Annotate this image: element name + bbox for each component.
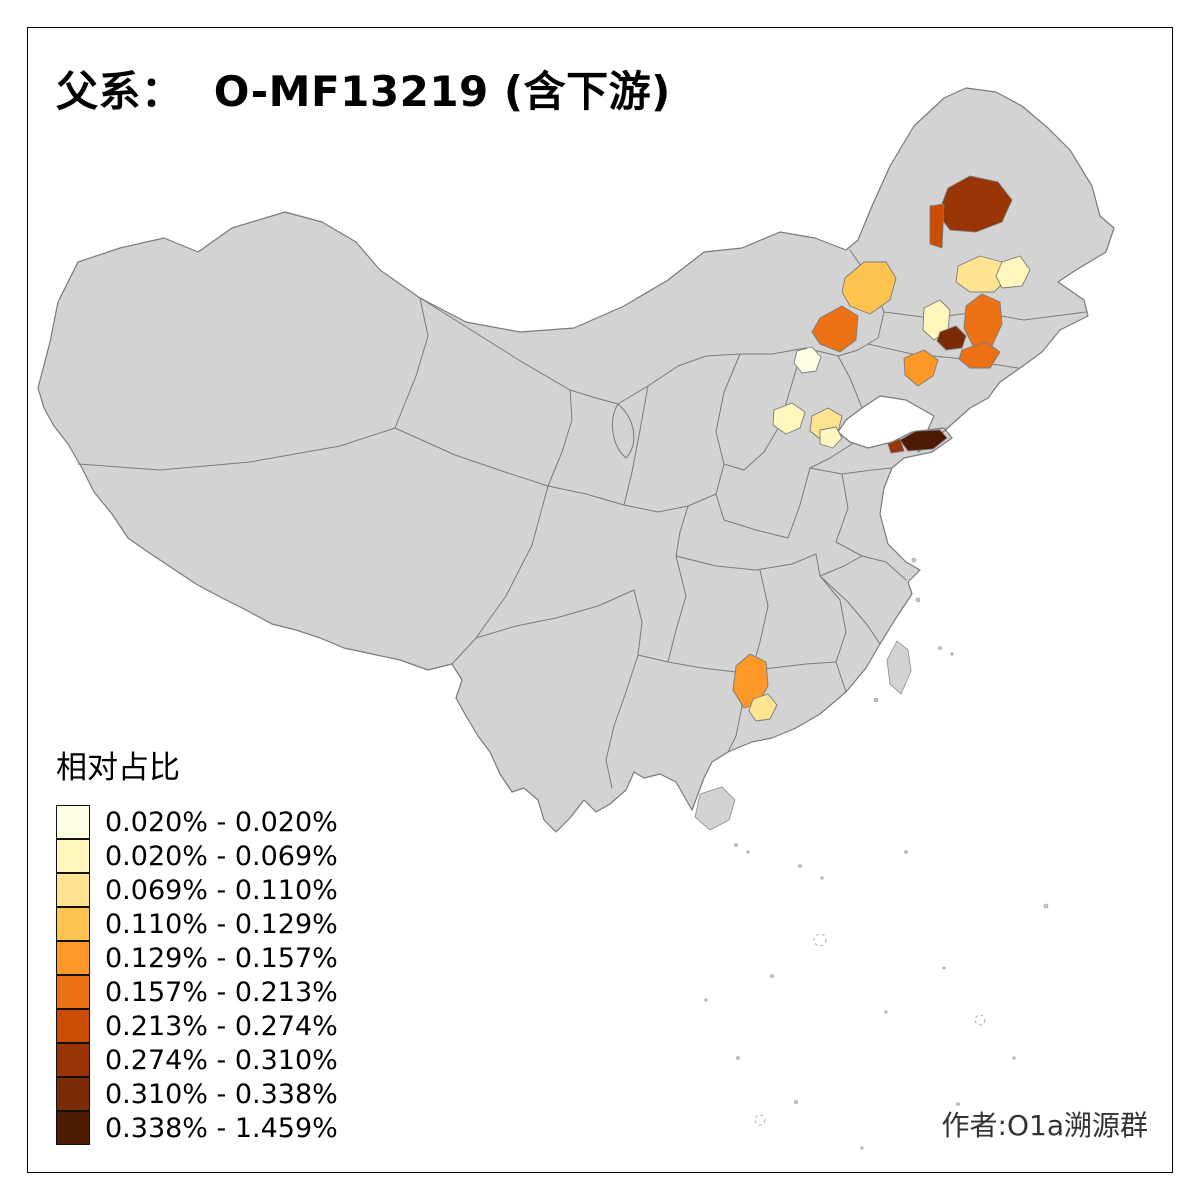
legend-label: 0.020% - 0.069%: [105, 840, 338, 872]
reef-outline: [974, 1014, 986, 1026]
legend-row: 0.069% - 0.110%: [56, 872, 338, 907]
islet: [736, 1056, 740, 1060]
legend-row: 0.110% - 0.129%: [56, 906, 338, 941]
islet: [956, 1102, 960, 1106]
legend-swatch: [56, 940, 90, 975]
coastal-islet: [873, 697, 879, 703]
choropleth-region-liaoning-dark-brown: [936, 325, 967, 351]
islet: [704, 998, 708, 1002]
islet: [798, 864, 802, 868]
legend-row: 0.129% - 0.157%: [56, 940, 338, 975]
legend-title: 相对占比: [56, 750, 180, 786]
islet: [1043, 903, 1049, 909]
legend-swatch: [56, 1042, 90, 1077]
choropleth-region-inner-mongolia-light-orange: [841, 261, 897, 315]
legend-swatch: [56, 1110, 90, 1145]
islet: [904, 850, 908, 854]
choropleth-region-beijing-cream: [793, 346, 822, 374]
islet: [884, 1010, 888, 1014]
legend-label: 0.310% - 0.338%: [105, 1078, 338, 1110]
islet: [746, 850, 750, 854]
page-title: 父系： O-MF13219 (含下游): [56, 67, 671, 116]
coastal-islet: [950, 652, 954, 656]
reef-outline: [813, 933, 827, 947]
legend-label: 0.213% - 0.274%: [105, 1010, 338, 1042]
islet: [794, 1100, 798, 1104]
reef-outline: [754, 1114, 766, 1126]
choropleth-region-guangxi-yellow: [748, 693, 778, 722]
choropleth-region-jilin-orange: [963, 293, 1003, 349]
legend-label: 0.020% - 0.020%: [105, 806, 338, 838]
author-credit: 作者:O1a溯源群: [941, 1109, 1148, 1142]
choropleth-region-liaodong-orange: [903, 349, 939, 387]
coastal-islet: [911, 557, 917, 563]
choropleth-region-northeast-dark-blob: [937, 175, 1013, 233]
coastal-islet: [938, 646, 942, 650]
islet: [734, 843, 738, 847]
legend-label: 0.129% - 0.157%: [105, 942, 338, 974]
legend-label: 0.069% - 0.110%: [105, 874, 338, 906]
legend-row: 0.274% - 0.310%: [56, 1042, 338, 1077]
legend-row: 0.213% - 0.274%: [56, 1008, 338, 1043]
legend-label: 0.110% - 0.129%: [105, 908, 338, 940]
legend-row: 0.157% - 0.213%: [56, 974, 338, 1009]
choropleth-region-inner-mongolia-orange: [811, 305, 859, 353]
choropleth-region-guangxi-orange: [732, 653, 769, 709]
highlighted-regions: [732, 175, 1031, 722]
islet: [1012, 1056, 1016, 1060]
legend-swatch: [56, 1076, 90, 1111]
islet: [820, 876, 824, 880]
taiwan-island: [886, 640, 912, 695]
legend-row: 0.310% - 0.338%: [56, 1076, 338, 1111]
legend-swatch: [56, 804, 90, 839]
choropleth-region-hebei-pale: [772, 402, 806, 435]
legend-swatch: [56, 1008, 90, 1043]
china-mainland: [37, 87, 1115, 833]
legend-row: 0.020% - 0.069%: [56, 838, 338, 873]
hainan-island: [694, 786, 736, 831]
choropleth-region-east-heilongjiang-pale: [995, 255, 1031, 289]
choropleth-region-shandong-pale: [819, 426, 843, 449]
choropleth-region-northeast-strip: [929, 203, 945, 249]
south-china-sea-islets: [704, 843, 1049, 1150]
coastal-islet: [915, 597, 921, 603]
legend-label: 0.274% - 0.310%: [105, 1044, 338, 1076]
islet: [942, 966, 946, 970]
legend-label: 0.338% - 1.459%: [105, 1112, 338, 1144]
legend-swatch: [56, 872, 90, 907]
choropleth-region-shandong-peninsula-west: [887, 438, 905, 454]
islet: [860, 1146, 864, 1150]
islet: [770, 974, 774, 978]
choropleth-region-shandong-peninsula-darkest: [899, 429, 948, 452]
legend-swatch: [56, 838, 90, 873]
choropleth-region-liaoning-coast-orange: [958, 341, 1001, 369]
map-legend: 相对占比 0.020% - 0.020% 0.020% - 0.069% 0.0…: [56, 742, 338, 1145]
legend-swatch: [56, 974, 90, 1009]
legend-row: 0.020% - 0.020%: [56, 804, 338, 839]
legend-swatch: [56, 906, 90, 941]
legend-label: 0.157% - 0.213%: [105, 976, 338, 1008]
legend-row: 0.338% - 1.459%: [56, 1110, 338, 1145]
